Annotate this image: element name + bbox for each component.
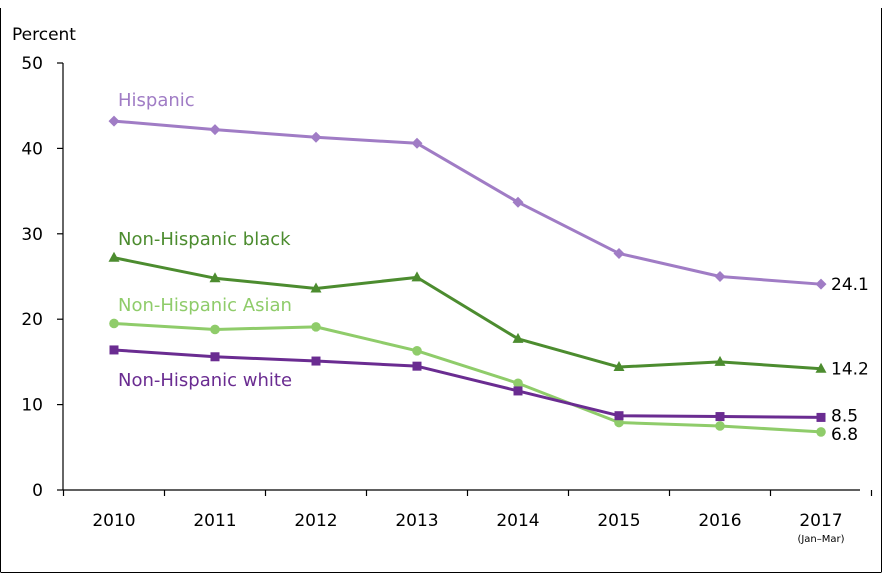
data-point-hispanic — [411, 137, 423, 149]
series-line-non-hispanic-asian — [113, 321, 822, 434]
series-labels: Hispanic 24.1 Non-Hispanic black 14.2 Non-Hi… — [118, 90, 869, 445]
data-point-non-hispanic-white — [412, 361, 422, 371]
series-layer — [108, 115, 827, 437]
x-tick-sublabel: (Jan–Mar) — [797, 534, 844, 545]
data-point-non-hispanic-black — [310, 282, 322, 293]
data-point-hispanic — [108, 115, 120, 127]
data-point-hispanic — [815, 278, 827, 290]
data-point-non-hispanic-asian — [513, 378, 523, 389]
x-tick-label: 2010 — [92, 511, 135, 531]
end-value-label-non-hispanic-asian: 6.8 — [831, 425, 858, 445]
data-point-non-hispanic-asian — [816, 427, 826, 437]
series-label-non-hispanic-asian: Non-Hispanic Asian — [118, 295, 292, 316]
series-label-non-hispanic-black: Non-Hispanic black — [118, 229, 291, 250]
series-line-non-hispanic-black — [113, 256, 822, 371]
series-label-hispanic: Hispanic — [118, 90, 195, 111]
data-point-non-hispanic-black — [411, 271, 423, 282]
data-point-non-hispanic-white — [614, 411, 624, 421]
y-tick-label: 30 — [21, 225, 43, 245]
data-point-hispanic — [310, 131, 322, 143]
data-point-non-hispanic-asian — [715, 421, 725, 431]
x-tick-label: 2013 — [395, 511, 438, 531]
x-tick-label: 2017 — [799, 511, 842, 531]
y-tick-label: 0 — [32, 481, 43, 501]
series-line-hispanic — [113, 119, 822, 286]
data-point-non-hispanic-black — [512, 332, 524, 343]
series-label-non-hispanic-white: Non-Hispanic white — [118, 370, 292, 391]
data-point-non-hispanic-black — [209, 272, 221, 283]
data-point-hispanic — [613, 247, 625, 259]
data-point-non-hispanic-black — [714, 355, 726, 366]
data-point-non-hispanic-white — [513, 386, 523, 396]
data-point-hispanic — [209, 124, 221, 136]
x-tick-label: 2011 — [193, 511, 236, 531]
series-line-non-hispanic-white — [113, 348, 822, 419]
data-point-non-hispanic-white — [816, 412, 826, 422]
data-point-non-hispanic-asian — [210, 324, 220, 335]
end-value-label-non-hispanic-white: 8.5 — [831, 406, 858, 426]
data-point-non-hispanic-asian — [311, 322, 321, 332]
data-point-hispanic — [714, 271, 726, 282]
data-point-non-hispanic-white — [715, 412, 725, 422]
x-tick-label: 2012 — [294, 511, 337, 531]
data-point-non-hispanic-white — [210, 352, 220, 362]
data-point-non-hispanic-black — [108, 251, 120, 262]
data-point-non-hispanic-asian — [412, 345, 422, 356]
y-tick-label: 10 — [21, 396, 43, 416]
x-tick-label: 2015 — [597, 511, 640, 531]
x-tick-label: 2014 — [496, 511, 539, 531]
data-point-non-hispanic-white — [109, 345, 119, 355]
end-value-label-hispanic: 24.1 — [831, 275, 869, 295]
axes: 0 10 20 30 40 50 2010 2011 2012 2013 2014 2015 2016 2… — [21, 54, 873, 545]
y-tick-label: 40 — [21, 139, 43, 159]
end-value-label-non-hispanic-black: 14.2 — [831, 360, 869, 380]
data-point-non-hispanic-black — [613, 361, 625, 372]
y-tick-label: 20 — [21, 310, 43, 330]
data-point-non-hispanic-white — [311, 356, 321, 366]
data-point-hispanic — [512, 196, 524, 208]
y-axis-label: Percent — [12, 25, 76, 45]
x-tick-label: 2016 — [698, 511, 741, 531]
y-tick-label: 50 — [21, 54, 43, 74]
data-point-non-hispanic-asian — [109, 318, 119, 329]
data-point-non-hispanic-black — [815, 362, 827, 373]
